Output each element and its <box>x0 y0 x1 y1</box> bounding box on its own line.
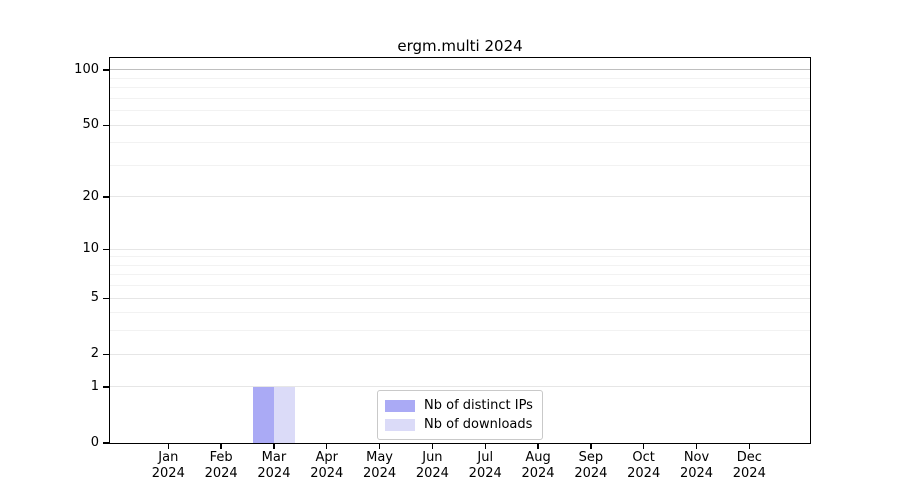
gridline-minor <box>110 110 810 112</box>
x-tick-label: Oct 2024 <box>612 450 676 482</box>
gridline-minor <box>110 285 810 287</box>
x-tick-month: May <box>366 450 394 465</box>
legend-swatch-nb-of-distinct-ips <box>385 399 415 412</box>
gridline-minor <box>110 330 810 332</box>
x-tick-month: Mar <box>261 450 287 465</box>
y-tick-label: 5 <box>90 290 99 306</box>
gridline-major <box>110 353 810 355</box>
x-tick-year: 2024 <box>732 466 766 481</box>
x-tick-mark <box>220 443 222 449</box>
gridline-major <box>110 297 810 299</box>
x-tick-month: Jun <box>422 450 443 465</box>
x-tick-year: 2024 <box>363 466 397 481</box>
x-tick-year: 2024 <box>468 466 502 481</box>
legend-swatch-nb-of-downloads <box>385 418 415 431</box>
x-tick-mark <box>695 443 698 449</box>
y-tick-mark <box>103 69 110 71</box>
gridline-major <box>110 196 810 198</box>
x-tick-year: 2024 <box>415 466 449 481</box>
gridline-minor <box>110 312 810 314</box>
y-tick-label: 50 <box>82 117 99 133</box>
y-tick-mark <box>103 124 110 126</box>
x-tick-label: Feb 2024 <box>189 450 253 482</box>
gridline-minor <box>110 142 810 144</box>
y-tick-label: 100 <box>74 61 99 77</box>
gridline-minor <box>110 77 810 79</box>
x-tick-label: Mar 2024 <box>242 450 306 482</box>
x-tick-label: Nov 2024 <box>665 450 729 482</box>
x-tick-mark <box>537 443 539 449</box>
x-tick-mark <box>273 443 275 449</box>
x-tick-year: 2024 <box>151 466 185 481</box>
gridline-minor <box>110 164 810 166</box>
x-tick-month: Nov <box>683 450 710 465</box>
x-tick-label: Jul 2024 <box>453 450 517 482</box>
x-tick-month: Feb <box>209 450 233 465</box>
gridline-minor <box>110 264 810 266</box>
x-tick-month: Dec <box>736 450 762 465</box>
x-tick-year: 2024 <box>521 466 555 481</box>
legend-item-label: Nb of downloads <box>424 417 533 432</box>
bar-nb-of-distinct-ips-mar <box>252 386 274 443</box>
x-tick-month: Jan <box>158 450 179 465</box>
legend: Nb of distinct IPs Nb of downloads <box>377 390 543 440</box>
x-tick-mark <box>326 443 328 449</box>
x-tick-label: Sep 2024 <box>559 450 623 482</box>
y-tick-mark <box>103 442 110 444</box>
gridline-major <box>110 124 810 126</box>
x-tick-year: 2024 <box>310 466 344 481</box>
x-tick-mark <box>484 443 486 449</box>
gridline-major <box>110 248 810 250</box>
gridline-major <box>110 386 810 388</box>
x-tick-label: May 2024 <box>348 450 412 482</box>
x-tick-label: Dec 2024 <box>717 450 781 482</box>
x-tick-month: Sep <box>578 450 604 465</box>
gridline-minor <box>110 274 810 276</box>
legend-item: Nb of downloads <box>385 415 533 434</box>
legend-item-label: Nb of distinct IPs <box>424 398 533 413</box>
x-tick-month: Aug <box>525 450 551 465</box>
x-tick-label: Aug 2024 <box>506 450 570 482</box>
x-tick-year: 2024 <box>574 466 608 481</box>
gridline-minor <box>110 97 810 99</box>
y-tick-label: 0 <box>90 435 99 450</box>
x-tick-year: 2024 <box>679 466 714 481</box>
y-tick-mark <box>103 297 110 299</box>
chart-title: ergm.multi 2024 <box>397 37 523 55</box>
x-tick-mark <box>378 443 381 449</box>
y-tick-label: 1 <box>90 378 99 394</box>
x-tick-month: Oct <box>632 450 655 465</box>
gridline-minor <box>110 256 810 258</box>
plot-area <box>110 58 810 443</box>
y-tick-label: 20 <box>82 188 99 204</box>
y-tick-mark <box>103 386 110 388</box>
y-tick-mark <box>103 248 110 250</box>
x-tick-label: Jun 2024 <box>400 450 464 482</box>
x-tick-month: Jul <box>477 450 494 465</box>
y-tick-label: 10 <box>82 241 99 257</box>
y-tick-mark <box>103 353 110 355</box>
x-tick-mark <box>431 443 434 449</box>
gridline-major <box>110 69 810 71</box>
x-tick-label: Apr 2024 <box>295 450 359 482</box>
x-tick-year: 2024 <box>204 466 238 481</box>
x-tick-year: 2024 <box>627 466 661 481</box>
x-tick-mark <box>748 443 750 449</box>
y-tick-label: 2 <box>90 346 99 362</box>
x-tick-year: 2024 <box>257 466 291 481</box>
x-tick-month: Apr <box>315 450 339 465</box>
legend-item: Nb of distinct IPs <box>385 396 533 415</box>
x-tick-label: Jan 2024 <box>136 450 200 482</box>
x-tick-mark <box>167 443 169 449</box>
gridline-minor <box>110 87 810 89</box>
bar-nb-of-downloads-mar <box>273 386 295 443</box>
y-tick-mark <box>103 196 110 198</box>
x-tick-mark <box>643 443 645 449</box>
x-tick-mark <box>590 443 592 449</box>
